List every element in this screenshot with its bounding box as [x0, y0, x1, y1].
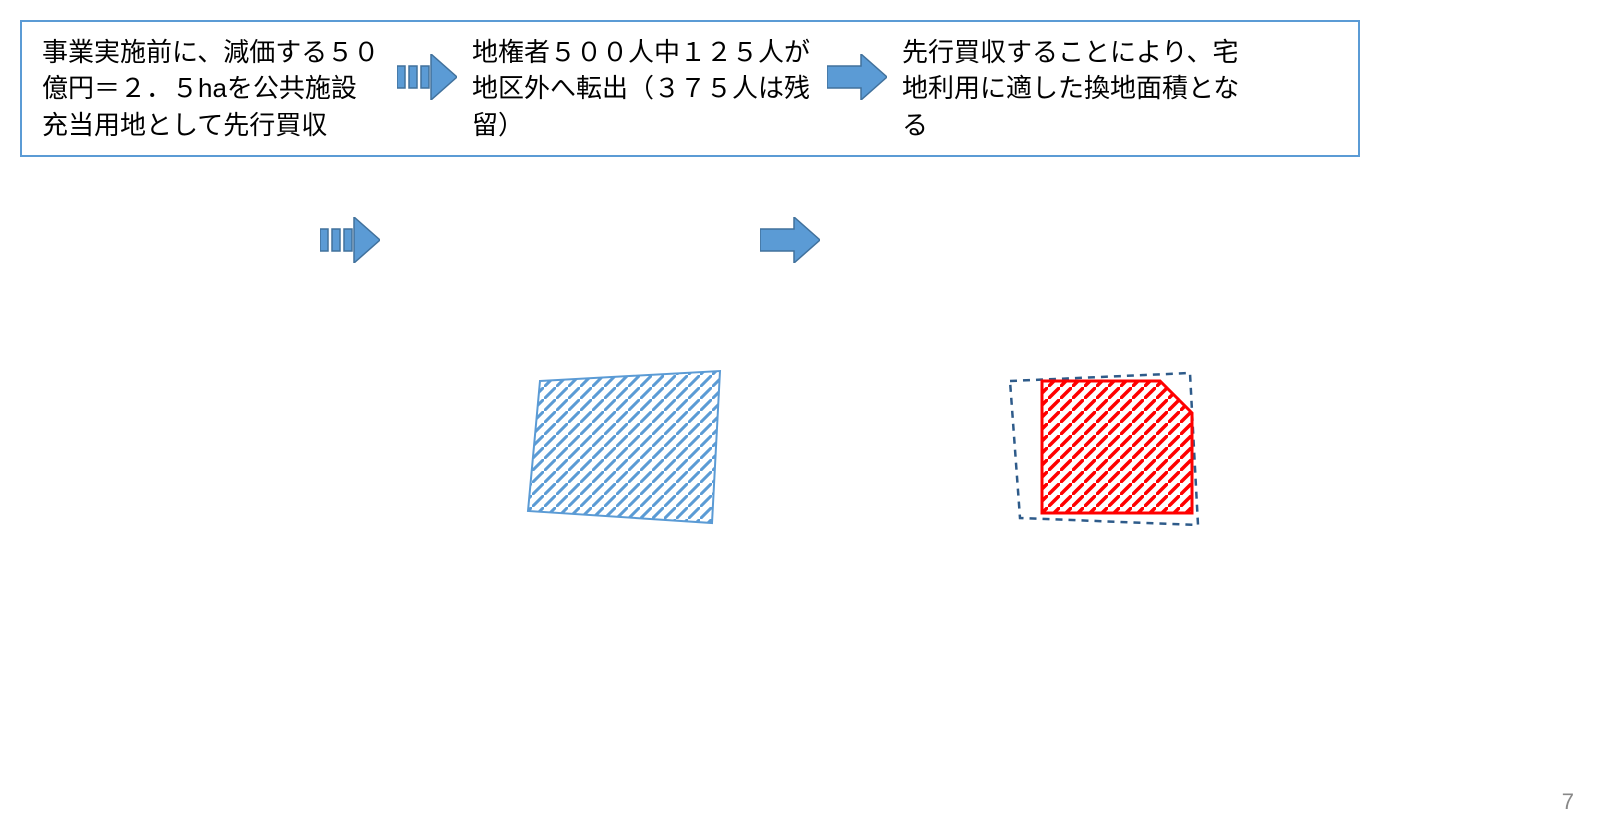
page-number: 7: [1562, 789, 1574, 815]
middle-arrow-2: [760, 217, 820, 263]
blue-quad: [528, 371, 720, 523]
flow-text-2: 地権者５００人中１２５人が地区外へ転出（３７５人は残留）: [472, 34, 812, 143]
flow-text-1: 事業実施前に、減価する５０億円＝２．５haを公共施設充当用地として先行買収: [42, 34, 382, 143]
middle-arrow-1: [320, 217, 380, 263]
red-parcel-shape: [1000, 363, 1220, 543]
striped-arrow-icon: [397, 54, 457, 100]
striped-arrow-icon: [320, 217, 380, 263]
blue-parcel-shape: [520, 363, 740, 543]
shapes-row: [520, 363, 1584, 543]
red-poly: [1042, 381, 1192, 513]
flow-text-3: 先行買収することにより、宅地利用に適した換地面積となる: [902, 34, 1262, 143]
middle-arrow-row: [320, 217, 1584, 263]
arrow-slot-2: [822, 34, 892, 100]
solid-arrow-icon: [760, 217, 820, 263]
top-flow-box: 事業実施前に、減価する５０億円＝２．５haを公共施設充当用地として先行買収 地権…: [20, 20, 1360, 157]
arrow-slot-1: [392, 34, 462, 100]
solid-arrow-icon: [827, 54, 887, 100]
